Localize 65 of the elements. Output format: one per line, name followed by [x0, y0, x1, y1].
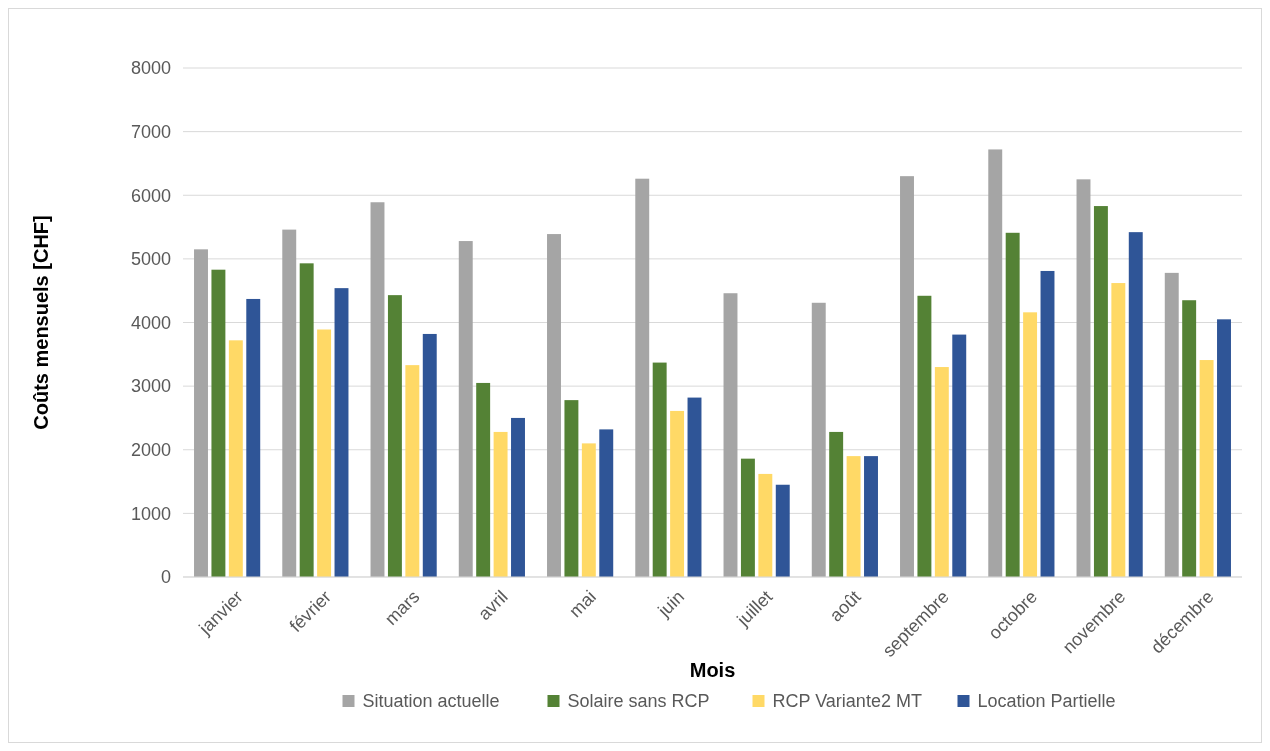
y-tick-label: 6000: [130, 185, 171, 206]
legend-label: RCP Variante2 MT: [772, 691, 922, 712]
x-tick-label: juin: [653, 586, 689, 622]
y-tick-label: 5000: [130, 249, 171, 270]
bar: [194, 249, 208, 577]
bar: [334, 288, 349, 577]
y-tick-label: 7000: [130, 121, 171, 142]
bar: [387, 295, 402, 577]
bar: [811, 302, 826, 577]
bar: [1076, 179, 1091, 577]
bar: [370, 202, 385, 577]
bar: [458, 241, 473, 577]
legend-label: Location Partielle: [977, 691, 1116, 712]
bar: [1005, 232, 1020, 577]
y-tick-label: 2000: [130, 440, 171, 461]
y-tick-label: 8000: [130, 58, 171, 79]
bar: [299, 263, 314, 577]
bar: [687, 397, 702, 577]
bar: [723, 293, 738, 577]
bar: [405, 365, 420, 577]
bar: [1217, 319, 1231, 577]
bar: [476, 382, 491, 577]
bar: [1128, 232, 1143, 577]
bar: [282, 229, 297, 577]
bar: [740, 458, 755, 577]
bar: [493, 431, 508, 577]
bar: [988, 149, 1003, 577]
x-tick-label: mai: [565, 586, 600, 622]
bar: [246, 298, 261, 577]
bar: [1093, 206, 1108, 577]
bar: [1023, 312, 1038, 577]
y-tick-label: 3000: [130, 376, 171, 397]
bar: [917, 295, 932, 577]
bar: [1040, 270, 1055, 577]
bar: [864, 456, 878, 577]
bar: [829, 431, 844, 577]
bar: [599, 429, 614, 577]
bar: [846, 456, 861, 577]
y-tick-label: 4000: [130, 312, 171, 333]
bar: [934, 367, 949, 577]
y-tick-label: 1000: [130, 503, 171, 524]
bar: [758, 473, 773, 577]
bar: [422, 333, 437, 577]
bar: [900, 176, 914, 577]
bar: [228, 340, 243, 577]
bar: [547, 234, 561, 577]
bar: [1164, 272, 1179, 577]
bar: [652, 362, 667, 577]
bar: [670, 410, 685, 577]
legend-label: Solaire sans RCP: [567, 691, 710, 712]
bar: [1111, 283, 1126, 577]
bar: [1182, 300, 1197, 577]
bar: [317, 329, 332, 577]
bar: [211, 269, 226, 577]
bar: [1199, 360, 1214, 577]
x-axis-title: Mois: [689, 659, 736, 681]
y-axis-title: Coûts mensuels [CHF]: [30, 215, 52, 430]
bar: [952, 334, 967, 577]
y-tick-label: 0: [160, 567, 171, 588]
bar: [581, 443, 596, 577]
bar: [775, 484, 790, 577]
bar: [511, 417, 525, 577]
bar: [635, 178, 650, 577]
bar: [564, 400, 579, 577]
legend-label: Situation actuelle: [362, 691, 500, 712]
